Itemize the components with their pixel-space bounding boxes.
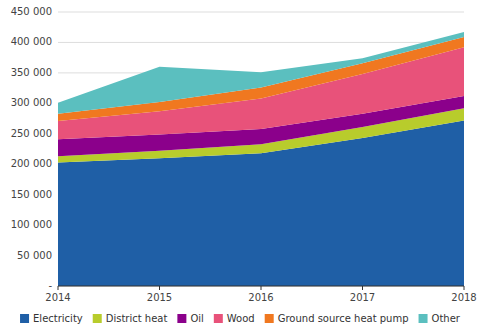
y-tick-label: 300 000 — [11, 97, 52, 108]
x-tick-label: 2016 — [248, 292, 273, 303]
y-tick-label: - — [48, 280, 52, 291]
legend-item: Wood — [214, 313, 255, 324]
x-tick-label: 2014 — [45, 292, 70, 303]
x-tick — [58, 286, 59, 290]
x-tick-label: 2017 — [350, 292, 375, 303]
x-axis: 2014 2015 2016 2017 2018 — [45, 286, 476, 303]
y-tick-label: 100 000 — [11, 219, 52, 230]
legend-item: Other — [419, 313, 461, 324]
legend-item: Electricity — [20, 313, 83, 324]
legend: Electricity District heat Oil Wood Ground so… — [20, 313, 461, 324]
grid-line — [58, 42, 464, 43]
y-tick-label: 200 000 — [11, 158, 52, 169]
legend-swatch — [177, 314, 186, 323]
legend-swatch — [93, 314, 102, 323]
y-tick-label: 450 000 — [11, 6, 52, 17]
legend-item: Ground source heat pump — [265, 313, 409, 324]
legend-swatch — [419, 314, 428, 323]
y-axis: - 50 000 100 000 150 000 200 000 250 000 300 0… — [11, 6, 53, 291]
legend-label: Ground source heat pump — [278, 313, 409, 324]
y-tick-label: 150 000 — [11, 189, 52, 200]
x-tick — [464, 286, 465, 290]
x-tick — [362, 286, 363, 290]
x-tick-label: 2018 — [451, 292, 476, 303]
legend-item: Oil — [177, 313, 203, 324]
legend-label: Oil — [190, 313, 203, 324]
area — [58, 32, 464, 114]
grid-line — [58, 12, 464, 13]
legend-label: Other — [432, 313, 461, 324]
y-tick-label: 350 000 — [11, 67, 52, 78]
y-tick-label: 50 000 — [17, 250, 52, 261]
legend-swatch — [214, 314, 223, 323]
y-tick-label: 250 000 — [11, 128, 52, 139]
y-tick-label: 400 000 — [11, 36, 52, 47]
x-tick — [159, 286, 160, 290]
x-tick — [261, 286, 262, 290]
legend-swatch — [265, 314, 274, 323]
legend-swatch — [20, 314, 29, 323]
areas — [58, 32, 464, 286]
legend-item: District heat — [93, 313, 168, 324]
legend-label: Electricity — [33, 313, 83, 324]
legend-label: Wood — [227, 313, 255, 324]
grid — [58, 12, 464, 286]
chart: - 50 000 100 000 150 000 200 000 250 000 300 0… — [0, 0, 480, 333]
x-tick-label: 2015 — [147, 292, 172, 303]
legend-label: District heat — [106, 313, 168, 324]
